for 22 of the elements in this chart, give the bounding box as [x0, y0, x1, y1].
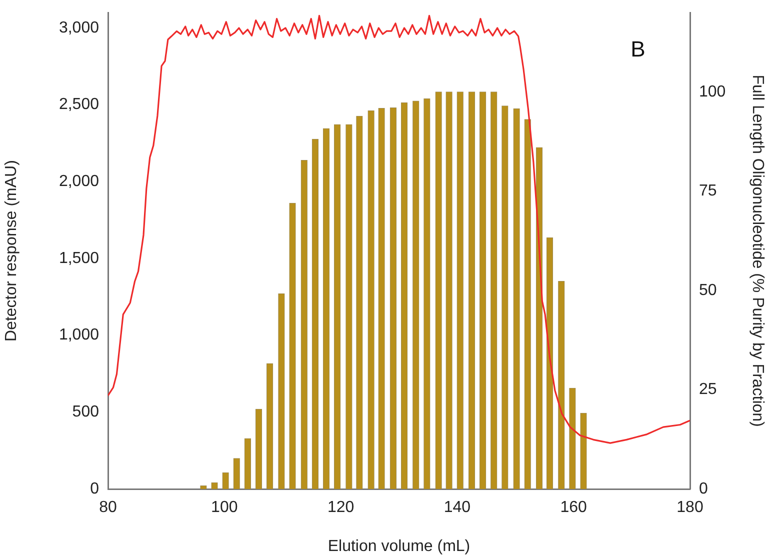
y-tick-label: 2,000	[58, 173, 100, 190]
x-tick-label: 120	[327, 499, 354, 516]
x-tick-label: 180	[676, 499, 704, 516]
x-tick-label: 100	[211, 499, 238, 516]
annotation: B	[630, 36, 646, 62]
x-tick-label: 160	[560, 499, 588, 516]
y-tick-label: 1,500	[58, 250, 100, 267]
y-axis-title: Detector response (mAU)	[3, 160, 20, 342]
y2-tick-label: 75	[699, 182, 717, 200]
y2-tick-label: 25	[699, 381, 717, 398]
y2-tick-label: 100	[699, 83, 726, 100]
y-tick-label: 500	[72, 404, 100, 421]
y-tick-label: 2,500	[58, 96, 100, 114]
y-tick-label: 1,000	[58, 326, 100, 344]
y2-axis-title: Full Length Oligonucleotide (% Purity by Fraction)	[748, 74, 766, 427]
y2-tick-label: 0	[699, 480, 708, 498]
x-tick-label: 140	[444, 499, 471, 516]
y2-tick-label: 50	[699, 282, 717, 299]
x-tick-label: 80	[99, 499, 117, 516]
x-axis-title: Elution volume (mL)	[328, 538, 470, 555]
y-tick-label: 0	[90, 480, 100, 498]
y-tick-label: 3,000	[58, 19, 100, 36]
